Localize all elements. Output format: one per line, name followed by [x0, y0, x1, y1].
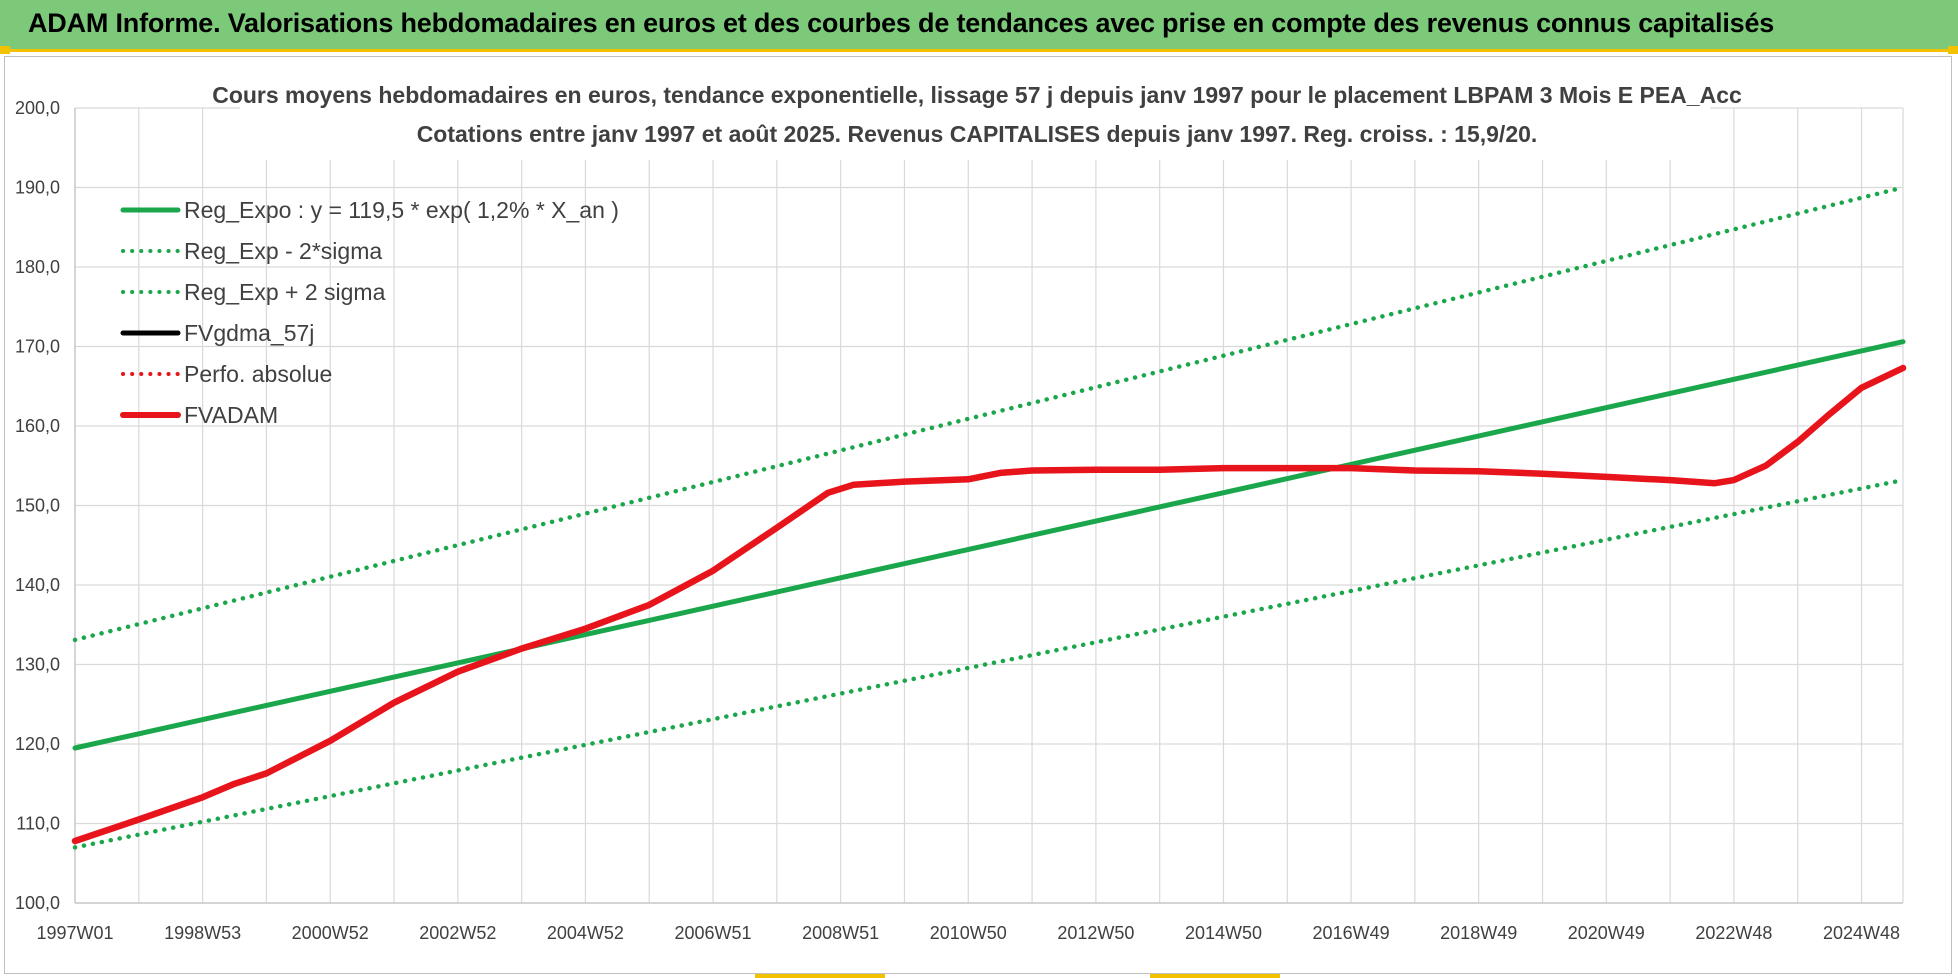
y-tick-label: 150,0	[15, 496, 60, 516]
legend-entry-label: Reg_Exp - 2*sigma	[184, 238, 382, 264]
legend-entry-label: FVgdma_57j	[184, 320, 314, 346]
dotted-line-series-1	[72, 477, 1906, 850]
title-backdrop	[240, 72, 1710, 160]
legend: Reg_Expo : y = 119,5 * exp( 1,2% * X_an …	[120, 197, 619, 428]
y-tick-label: 180,0	[15, 257, 60, 277]
y-tick-label: 130,0	[15, 655, 60, 675]
x-tick-label: 2012W50	[1057, 923, 1134, 943]
x-tick-label: 2008W51	[802, 923, 879, 943]
corner-mark-left	[0, 46, 10, 54]
x-tick-label: 2010W50	[930, 923, 1007, 943]
corner-mark-right	[1948, 46, 1958, 54]
y-tick-label: 200,0	[15, 98, 60, 118]
x-tick-label: 1997W01	[36, 923, 113, 943]
y-axis: 100,0 110,0 120,0 130,0 140,0 150,0 160,0 170,0…	[15, 98, 76, 913]
chart-subtitle: Cotations entre janv 1997 et août 2025. …	[417, 121, 1538, 147]
y-tick-label: 160,0	[15, 416, 60, 436]
legend-entry-label: Reg_Exp + 2 sigma	[184, 279, 386, 305]
chart-area-border	[4, 56, 1952, 974]
legend-entry-label: Reg_Expo : y = 119,5 * exp( 1,2% * X_an …	[184, 197, 619, 223]
x-tick-label: 2024W48	[1823, 923, 1900, 943]
x-tick-label: 2018W49	[1440, 923, 1517, 943]
y-tick-label: 190,0	[15, 178, 60, 198]
legend-entry-label: FVADAM	[184, 402, 278, 428]
line-series-0	[72, 339, 1906, 751]
series-lines	[71, 185, 1907, 850]
y-tick-label: 110,0	[16, 814, 60, 834]
footer-mark-2	[1150, 974, 1280, 978]
y-tick-label: 170,0	[15, 337, 60, 357]
x-tick-label: 2000W52	[292, 923, 369, 943]
y-tick-label: 120,0	[15, 734, 60, 754]
footer-mark-1	[755, 974, 885, 978]
x-axis: 1997W01 1998W53 2000W52 2002W52 2004W52 2006W…	[36, 902, 1903, 943]
line-series-5	[71, 364, 1907, 845]
chart-title: Cours moyens hebdomadaires en euros, ten…	[212, 82, 1742, 108]
x-tick-label: 2002W52	[419, 923, 496, 943]
x-tick-label: 2016W49	[1313, 923, 1390, 943]
banner-title: ADAM Informe. Valorisations hebdomadaire…	[28, 8, 1775, 38]
y-tick-label: 140,0	[15, 575, 60, 595]
x-tick-label: 2006W51	[675, 923, 752, 943]
legend-entry-label: Perfo. absolue	[184, 361, 332, 387]
x-tick-label: 2004W52	[547, 923, 624, 943]
y-tick-label: 100,0	[15, 893, 60, 913]
x-tick-label: 2014W50	[1185, 923, 1262, 943]
x-tick-label: 2020W49	[1568, 923, 1645, 943]
x-tick-label: 2022W48	[1695, 923, 1772, 943]
x-tick-label: 1998W53	[164, 923, 241, 943]
report-banner: ADAM Informe. Valorisations hebdomadaire…	[0, 0, 1958, 52]
grid-lines	[74, 107, 1904, 904]
